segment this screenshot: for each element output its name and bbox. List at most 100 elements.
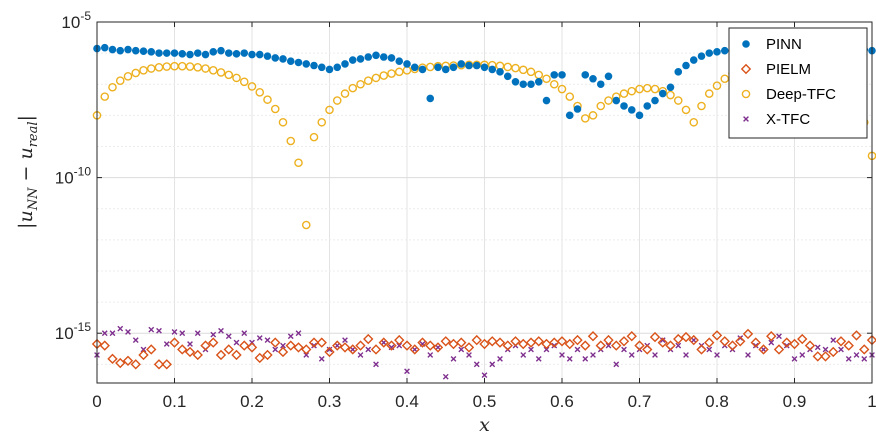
legend: PINN PIELM Deep-TFC X-TFC [728, 27, 868, 139]
data-point [688, 334, 699, 346]
data-point [853, 352, 860, 358]
data-point [108, 82, 117, 92]
data-point [488, 65, 497, 74]
data-point [347, 344, 358, 355]
legend-label: PIELM [766, 61, 811, 78]
data-point [156, 327, 162, 334]
data-point [588, 111, 598, 120]
data-point [675, 342, 682, 349]
data-point [287, 333, 294, 340]
data-point [255, 50, 264, 59]
data-point [435, 344, 441, 351]
data-point [254, 352, 265, 364]
legend-marker [740, 63, 752, 75]
data-point [403, 60, 411, 68]
data-point [745, 352, 751, 358]
data-point [332, 340, 343, 351]
data-point [674, 68, 683, 76]
data-point [317, 117, 327, 127]
data-point [263, 52, 272, 60]
data-point [169, 337, 180, 348]
data-point [458, 346, 465, 353]
data-point [278, 117, 288, 127]
data-point [580, 114, 590, 123]
data-point [621, 346, 627, 353]
data-point [215, 349, 227, 361]
data-point [457, 60, 466, 68]
y-tick-label: 10-15 [55, 320, 92, 343]
data-point [192, 349, 203, 361]
data-point [618, 336, 630, 347]
data-point [735, 336, 746, 347]
x-axis-label: x [479, 414, 490, 436]
data-point [357, 352, 364, 358]
x-tick-label: 0.4 [395, 392, 419, 411]
data-point [309, 132, 319, 142]
data-point [348, 83, 358, 93]
data-point [270, 337, 281, 348]
data-point [161, 359, 172, 370]
data-point [99, 340, 110, 351]
data-point [719, 336, 730, 347]
data-point [318, 355, 325, 362]
data-point [239, 77, 249, 87]
data-point [396, 342, 403, 349]
data-point [427, 352, 434, 358]
data-point [116, 46, 125, 55]
data-point [449, 63, 458, 72]
x-tick-label: 0.6 [550, 392, 574, 411]
data-point [115, 76, 125, 85]
data-point [714, 352, 720, 358]
data-point [845, 355, 852, 362]
data-point [240, 49, 249, 57]
data-point [303, 352, 310, 358]
data-point [263, 95, 272, 104]
data-point [310, 61, 318, 70]
data-point [326, 346, 333, 353]
data-point [665, 340, 676, 351]
data-point [256, 335, 263, 341]
data-point [566, 355, 573, 362]
data-point [131, 46, 140, 55]
data-point [277, 346, 289, 358]
data-point [317, 63, 326, 72]
data-point [791, 355, 798, 362]
data-point [131, 68, 141, 78]
legend-box [728, 27, 868, 139]
data-point [510, 336, 521, 347]
x-tick-label: 0.3 [318, 392, 342, 411]
data-point [559, 352, 565, 358]
data-point [611, 340, 622, 351]
data-point [589, 74, 597, 83]
data-point [280, 342, 286, 349]
data-point [341, 60, 349, 68]
data-point [861, 355, 868, 362]
data-point [184, 346, 196, 358]
data-point [316, 337, 327, 348]
data-point [557, 84, 567, 94]
data-point [325, 65, 334, 74]
data-point [432, 342, 444, 353]
data-point [301, 220, 311, 230]
x-tick-label: 0.2 [240, 392, 264, 411]
data-point [550, 71, 559, 79]
data-point [527, 80, 535, 89]
data-point [558, 71, 566, 79]
x-tick-label: 0.1 [163, 392, 187, 411]
data-point [100, 92, 110, 101]
data-point [293, 342, 304, 353]
data-point [487, 336, 498, 347]
data-point [232, 73, 241, 83]
data-point [271, 54, 280, 62]
data-point [241, 330, 248, 337]
data-point [395, 57, 404, 66]
data-point [301, 344, 312, 355]
data-point [294, 158, 303, 168]
data-point [441, 65, 450, 74]
data-point [613, 361, 620, 368]
data-point [387, 54, 396, 62]
data-point [264, 337, 271, 344]
data-point [162, 49, 171, 57]
data-point [201, 50, 210, 59]
data-point [285, 340, 296, 351]
